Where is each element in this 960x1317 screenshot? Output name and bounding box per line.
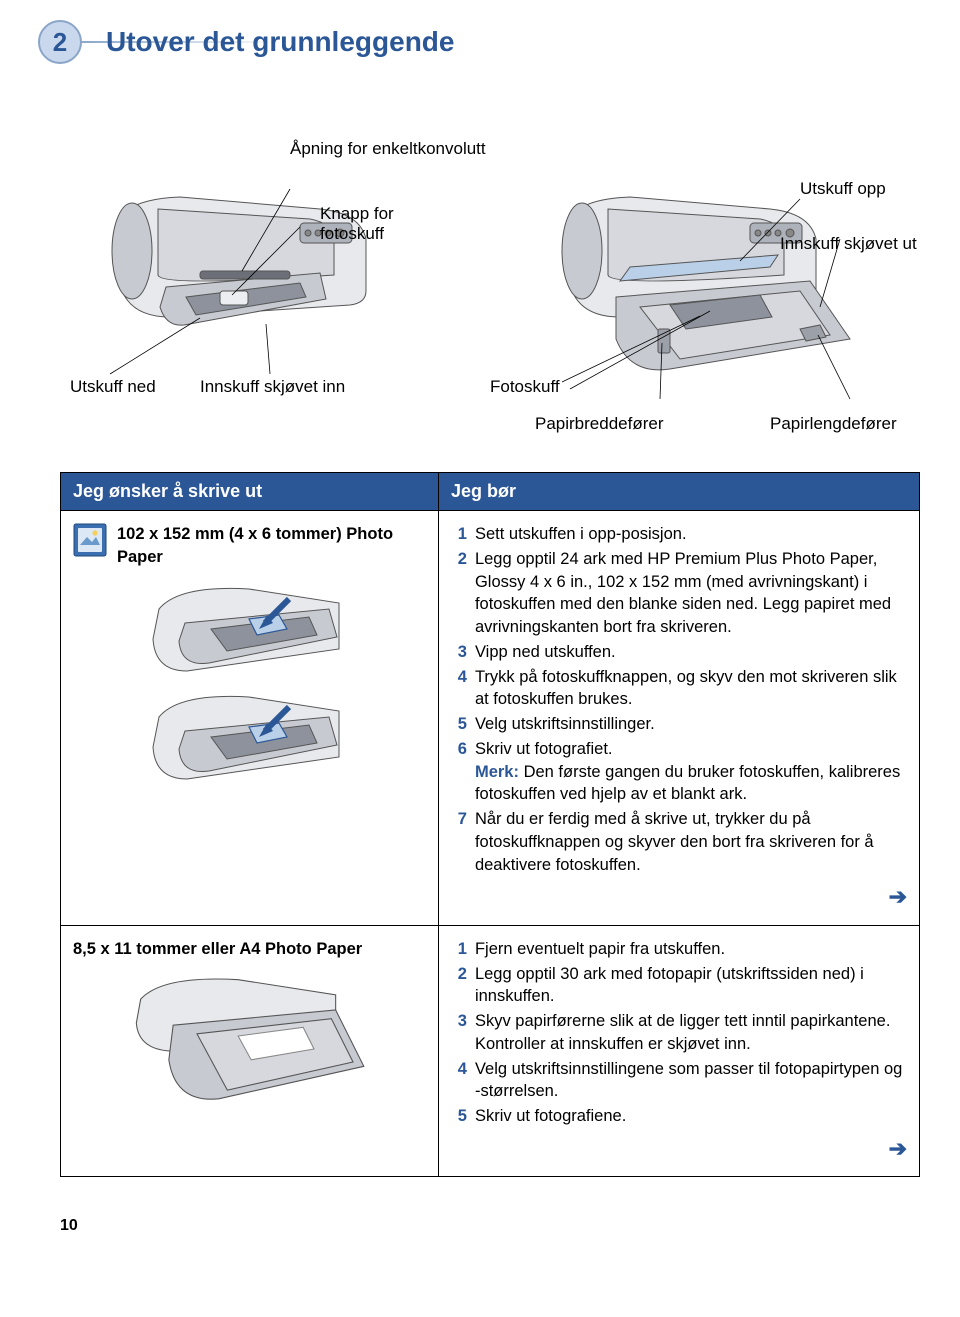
row-right-cell: 1Sett utskuffen i opp-posisjon.2Legg opp… — [438, 511, 919, 926]
tray-open-illustration — [119, 971, 379, 1112]
step-number: 1 — [451, 938, 467, 961]
row-left-cell: 102 x 152 mm (4 x 6 tommer) Photo Paper — [61, 511, 439, 926]
tray-closeup-illustration — [139, 687, 359, 787]
leader-lines — [60, 84, 960, 464]
step-number: 3 — [451, 641, 467, 664]
step-item: 3Skyv papirførerne slik at de ligger tet… — [451, 1010, 907, 1056]
step-item: 6Skriv ut fotografiet.Merk: Den første g… — [451, 738, 907, 806]
step-list: 1Sett utskuffen i opp-posisjon.2Legg opp… — [451, 523, 907, 876]
continue-arrow-icon: ➔ — [451, 882, 907, 912]
row-title: 8,5 x 11 tommer eller A4 Photo Paper — [73, 938, 426, 961]
chapter-number: 2 — [53, 27, 67, 58]
step-number: 2 — [451, 548, 467, 639]
step-text: Sett utskuffen i opp-posisjon. — [475, 523, 907, 546]
row-title-with-icon: 102 x 152 mm (4 x 6 tommer) Photo Paper — [73, 523, 426, 569]
page-number: 10 — [60, 1217, 920, 1235]
step-number: 7 — [451, 808, 467, 876]
step-text: Legg opptil 24 ark med HP Premium Plus P… — [475, 548, 907, 639]
step-number: 5 — [451, 713, 467, 736]
step-item: 4Trykk på fotoskuffknappen, og skyv den … — [451, 666, 907, 712]
step-number: 4 — [451, 666, 467, 712]
step-item: 7Når du er ferdig med å skrive ut, trykk… — [451, 808, 907, 876]
note-label: Merk: — [475, 763, 524, 781]
step-text: Skriv ut fotografiene. — [475, 1105, 907, 1128]
step-number: 3 — [451, 1010, 467, 1056]
step-text: Fjern eventuelt papir fra utskuffen. — [475, 938, 907, 961]
table-row: 102 x 152 mm (4 x 6 tommer) Photo Paper 1… — [61, 511, 920, 926]
step-item: 5 Skriv ut fotografiene. — [451, 1105, 907, 1128]
step-text: Vipp ned utskuffen. — [475, 641, 907, 664]
step-item: 5 Velg utskriftsinnstillinger. — [451, 713, 907, 736]
step-list: 1Fjern eventuelt papir fra utskuffen.2Le… — [451, 938, 907, 1128]
table-header-left: Jeg ønsker å skrive ut — [61, 473, 439, 511]
step-item: 4Velg utskriftsinnstillingene som passer… — [451, 1058, 907, 1104]
step-text: Velg utskriftsinnstillingene som passer … — [475, 1058, 907, 1104]
continue-arrow-icon: ➔ — [451, 1134, 907, 1164]
step-text: Trykk på fotoskuffknappen, og skyv den m… — [475, 666, 907, 712]
step-text: Skriv ut fotografiet.Merk: Den første ga… — [475, 738, 907, 806]
step-number: 4 — [451, 1058, 467, 1104]
step-text: Legg opptil 30 ark med fotopapir (utskri… — [475, 963, 907, 1009]
step-number: 2 — [451, 963, 467, 1009]
row-title: 102 x 152 mm (4 x 6 tommer) Photo Paper — [117, 523, 426, 569]
tray-closeup-illustration — [139, 579, 359, 679]
step-text: Skyv papirførerne slik at de ligger tett… — [475, 1010, 907, 1056]
step-number: 5 — [451, 1105, 467, 1128]
step-text: Velg utskriftsinnstillinger. — [475, 713, 907, 736]
table-header-right: Jeg bør — [438, 473, 919, 511]
step-item: 3 Vipp ned utskuffen. — [451, 641, 907, 664]
row-left-cell: 8,5 x 11 tommer eller A4 Photo Paper — [61, 925, 439, 1176]
printer-diagram: Åpning for enkeltkonvolutt Knapp for fot… — [60, 84, 920, 464]
chapter-title: Utover det grunnleggende — [106, 26, 454, 58]
chapter-number-badge: 2 — [38, 20, 82, 64]
chapter-header: 2 Utover det grunnleggende — [60, 20, 920, 64]
step-number: 1 — [451, 523, 467, 546]
step-item: 2Legg opptil 24 ark med HP Premium Plus … — [451, 548, 907, 639]
instruction-table: Jeg ønsker å skrive ut Jeg bør 102 x 152… — [60, 472, 920, 1177]
step-item: 1 Fjern eventuelt papir fra utskuffen. — [451, 938, 907, 961]
step-text: Når du er ferdig med å skrive ut, trykke… — [475, 808, 907, 876]
step-number: 6 — [451, 738, 467, 806]
table-row: 8,5 x 11 tommer eller A4 Photo Paper 1 Fje… — [61, 925, 920, 1176]
step-item: 1 Sett utskuffen i opp-posisjon. — [451, 523, 907, 546]
row-right-cell: 1Fjern eventuelt papir fra utskuffen.2Le… — [438, 925, 919, 1176]
step-item: 2Legg opptil 30 ark med fotopapir (utskr… — [451, 963, 907, 1009]
photo-paper-icon — [73, 523, 107, 557]
